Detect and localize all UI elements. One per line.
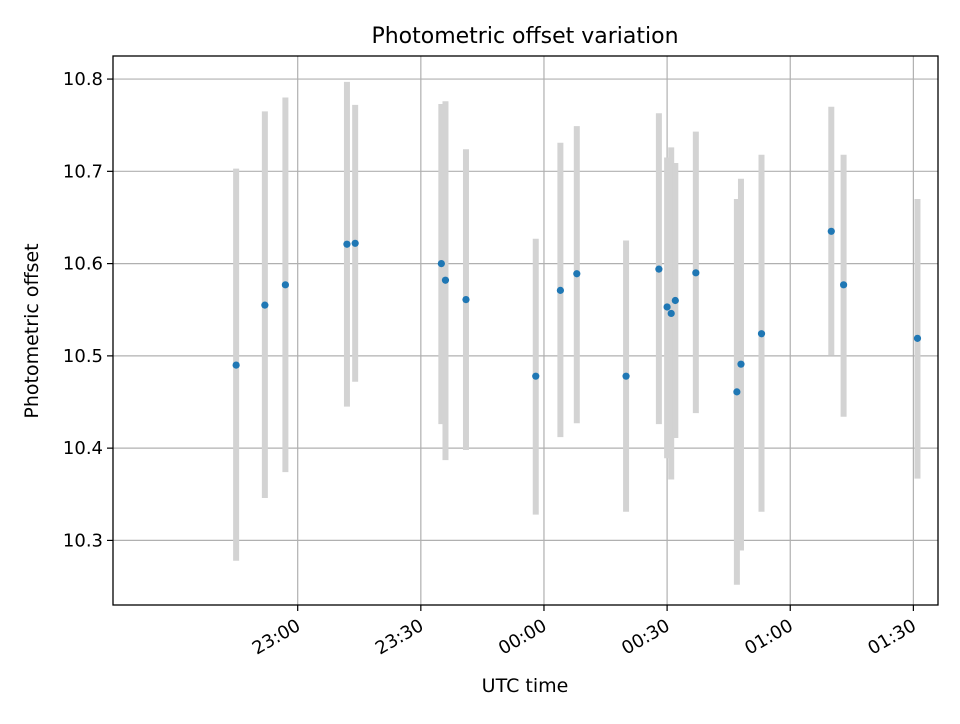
data-point	[281, 281, 289, 289]
data-point	[261, 301, 269, 309]
data-point	[913, 334, 922, 342]
data-point	[733, 388, 741, 396]
plot-frame	[112, 55, 939, 606]
data-point	[827, 227, 835, 235]
x-tick-label: 01:30	[864, 615, 919, 659]
data-point	[622, 372, 630, 380]
data-point	[692, 269, 700, 277]
data-point	[573, 270, 581, 278]
x-tick-label: 00:00	[495, 615, 550, 659]
data-point	[671, 296, 679, 305]
y-tick-label: 10.4	[63, 438, 103, 459]
y-tick-label: 10.7	[63, 161, 103, 182]
data-point	[351, 239, 359, 247]
grid-layer	[113, 56, 938, 605]
y-tick-label: 10.3	[63, 530, 103, 551]
x-tick-label: 01:00	[741, 615, 796, 659]
data-point	[532, 372, 540, 380]
point-layer	[232, 227, 922, 396]
data-point	[437, 260, 445, 268]
y-tick-label: 10.6	[63, 254, 103, 275]
data-point	[737, 360, 745, 368]
data-point	[655, 265, 663, 273]
y-tick-label: 10.8	[63, 69, 103, 90]
data-point	[667, 309, 675, 318]
x-tick-label: 23:00	[249, 615, 304, 659]
data-point	[441, 276, 450, 284]
data-point	[462, 295, 470, 304]
data-point	[556, 286, 564, 294]
data-point	[757, 330, 766, 338]
x-tick-label: 23:30	[372, 615, 427, 659]
data-point	[839, 281, 848, 289]
y-tick-label: 10.5	[63, 346, 103, 367]
data-point	[663, 303, 671, 311]
data-point	[232, 361, 240, 369]
chart-title: Photometric offset variation	[371, 24, 678, 49]
x-axis-label: UTC time	[482, 675, 569, 697]
errorbar-layer	[233, 81, 921, 585]
data-point	[343, 240, 351, 248]
y-axis-label: Photometric offset	[21, 243, 43, 418]
x-tick-label: 00:30	[618, 615, 673, 659]
axis-layer: 10.3 10.4 10.5 10.6 10.7 10.8 23:00 23:30 00:00 0…	[63, 55, 939, 659]
